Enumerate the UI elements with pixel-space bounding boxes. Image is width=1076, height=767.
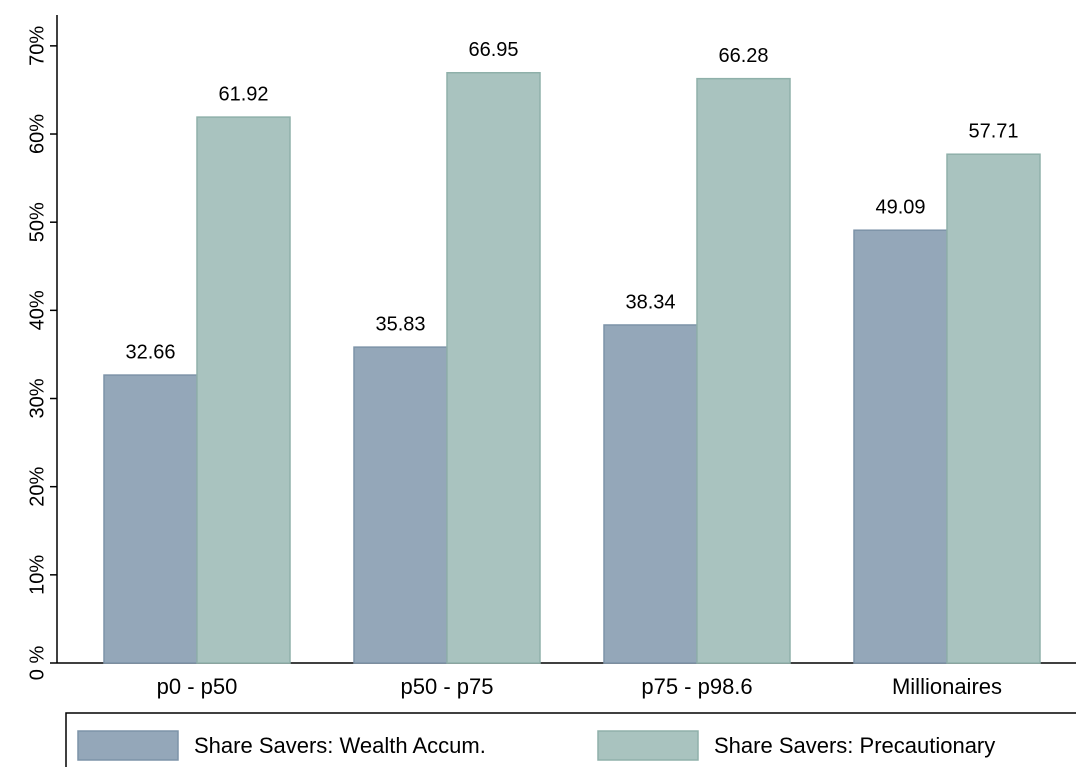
- bar: [353, 346, 448, 664]
- value-label: 66.95: [468, 39, 518, 61]
- legend-swatch: [77, 730, 179, 761]
- y-tick-label: 40%: [26, 290, 48, 330]
- value-label: 38.34: [625, 291, 675, 313]
- bar: [696, 77, 791, 664]
- y-tick-label: 0 %: [26, 646, 48, 681]
- value-label: 66.28: [718, 45, 768, 67]
- value-label: 35.83: [375, 313, 425, 335]
- x-tick-label: p0 - p50: [157, 674, 238, 699]
- value-label: 32.66: [125, 341, 175, 363]
- legend-label: Share Savers: Precautionary: [714, 733, 995, 758]
- x-tick-label: p50 - p75: [401, 674, 494, 699]
- bar: [946, 153, 1041, 664]
- y-tick-label: 70%: [26, 26, 48, 66]
- bar: [196, 116, 291, 664]
- value-label: 57.71: [968, 120, 1018, 142]
- y-tick-label: 20%: [26, 466, 48, 506]
- legend-swatch: [597, 730, 699, 761]
- legend-label: Share Savers: Wealth Accum.: [194, 733, 486, 758]
- value-label: 49.09: [875, 196, 925, 218]
- bar: [853, 229, 948, 664]
- bar: [446, 71, 541, 664]
- y-tick-label: 60%: [26, 114, 48, 154]
- bar: [103, 374, 198, 664]
- x-tick-label: p75 - p98.6: [641, 674, 752, 699]
- y-tick-label: 10%: [26, 555, 48, 595]
- bar: [603, 324, 698, 664]
- y-tick-label: 50%: [26, 202, 48, 242]
- value-label: 61.92: [218, 83, 268, 105]
- legend-box: [65, 712, 1076, 767]
- y-tick-label: 30%: [26, 378, 48, 418]
- x-tick-label: Millionaires: [892, 674, 1002, 699]
